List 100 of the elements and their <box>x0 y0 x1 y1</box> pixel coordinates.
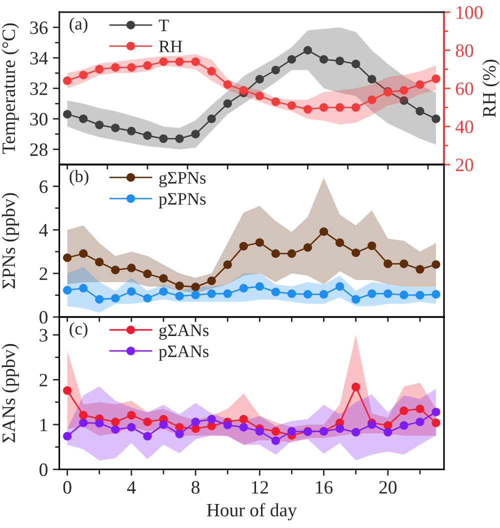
y2-tick-label: 100 <box>456 6 483 19</box>
point <box>400 406 408 415</box>
point <box>95 64 104 74</box>
point <box>319 290 328 299</box>
point <box>319 103 328 112</box>
point <box>400 260 408 268</box>
point <box>352 60 360 68</box>
annotation: (c) <box>70 322 88 338</box>
point <box>271 97 280 106</box>
point <box>207 66 216 76</box>
x-tick-label: 8 <box>192 481 200 494</box>
point <box>416 106 424 116</box>
x-tick-label: 16 <box>316 481 333 494</box>
annotation: (b) <box>70 170 88 186</box>
point <box>416 290 424 300</box>
y-tick-label: 6 <box>40 180 48 194</box>
point <box>255 426 264 436</box>
point <box>287 426 296 436</box>
point <box>416 404 424 414</box>
point <box>368 289 376 298</box>
point <box>143 294 152 303</box>
point <box>384 260 392 268</box>
y2-tick-label: 20 <box>456 158 474 172</box>
point <box>400 421 408 430</box>
legend-label: T <box>158 20 169 32</box>
y-axis-title: Temperature (°C) <box>2 23 19 154</box>
point <box>400 290 408 300</box>
point <box>63 386 72 395</box>
legend-label: gΣPNs <box>159 172 206 188</box>
y-tick-label: 4 <box>39 224 48 236</box>
point <box>303 243 312 252</box>
point <box>191 290 200 300</box>
point <box>127 63 136 72</box>
x-tick-label: 20 <box>379 481 397 494</box>
point <box>143 61 152 70</box>
point <box>239 422 248 432</box>
point <box>239 414 248 424</box>
point <box>175 430 184 438</box>
point <box>207 289 216 298</box>
y-tick-label: 0 <box>40 463 48 476</box>
point <box>175 134 184 143</box>
point <box>159 420 168 429</box>
y-tick-label: 2 <box>40 374 48 386</box>
y-tick-label: 30 <box>30 112 48 126</box>
point <box>111 418 120 426</box>
x-tick-label: 12 <box>252 481 268 494</box>
point <box>159 57 168 66</box>
point <box>255 92 264 100</box>
point <box>127 287 136 296</box>
point <box>191 282 200 292</box>
point <box>95 120 104 130</box>
point <box>336 238 344 248</box>
point <box>368 95 376 104</box>
point <box>111 294 120 303</box>
legend-label: gΣANs <box>159 324 209 340</box>
y-tick-label: 2 <box>40 268 48 280</box>
point <box>111 63 120 72</box>
point <box>79 284 88 293</box>
point <box>352 382 360 392</box>
y-tick-label: 0 <box>40 311 48 324</box>
point <box>239 86 248 95</box>
point <box>336 103 344 112</box>
point <box>127 264 136 272</box>
legend-label: RH <box>159 40 182 52</box>
point <box>336 282 344 291</box>
point <box>255 74 264 84</box>
point <box>159 274 168 283</box>
y2-axis-title: RH (%) <box>482 60 500 118</box>
point <box>207 114 216 124</box>
point <box>352 248 360 258</box>
point <box>319 227 328 236</box>
point <box>207 276 216 286</box>
legend-label: pΣANs <box>158 346 209 361</box>
point <box>352 103 360 112</box>
point <box>63 110 72 119</box>
point <box>223 99 232 108</box>
point <box>223 289 232 298</box>
y-tick-label: 32 <box>30 82 48 96</box>
point <box>143 432 152 441</box>
y2-tick-label: 40 <box>455 120 474 134</box>
y-tick-label: 3 <box>40 328 48 342</box>
point <box>79 410 88 420</box>
point <box>400 86 408 95</box>
point <box>175 292 184 300</box>
point <box>287 249 296 258</box>
point <box>95 295 104 304</box>
point <box>127 126 136 136</box>
point <box>368 241 376 250</box>
point <box>63 76 72 86</box>
point <box>143 270 152 278</box>
x-tick-label: 0 <box>63 481 72 494</box>
point <box>191 57 200 66</box>
point <box>432 74 440 84</box>
point <box>432 290 440 299</box>
annotation: (a) <box>70 17 88 34</box>
point <box>79 114 88 124</box>
point <box>303 290 312 299</box>
point <box>352 295 360 304</box>
point <box>271 66 280 74</box>
x-axis-title: Hour of day <box>206 503 297 520</box>
